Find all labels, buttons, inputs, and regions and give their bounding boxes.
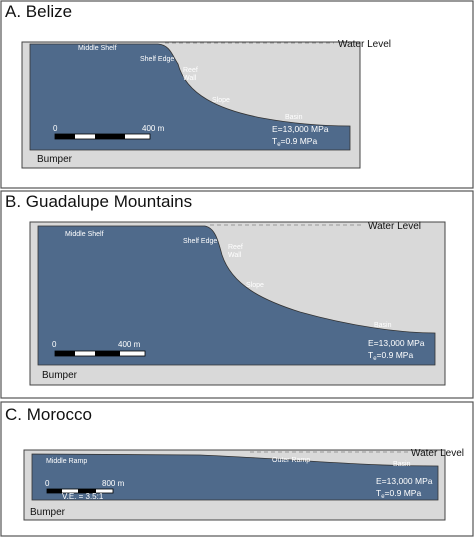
panel-b: B. Guadalupe Mountains Water Level Middl… xyxy=(0,190,474,399)
scale-end: 400 m xyxy=(118,340,141,349)
elastic-modulus: E=13,000 MPa xyxy=(376,476,433,486)
scale-bar xyxy=(54,350,146,357)
feature-label: Slope xyxy=(246,282,264,289)
panel-title: C. Morocco xyxy=(5,405,92,424)
elastic-modulus: E=13,000 MPa xyxy=(368,338,425,348)
bumper-label: Bumper xyxy=(42,370,78,381)
vertical-exaggeration: V.E. = 3.5:1 xyxy=(62,492,104,501)
platform-profile xyxy=(37,225,436,366)
panel-a: A. Belize Water Level Middle Shelf Shelf… xyxy=(0,0,474,189)
water-level-label: Water Level xyxy=(411,448,464,459)
scale-start: 0 xyxy=(45,479,50,488)
feature-label: Basin xyxy=(285,114,303,121)
elastic-modulus: E=13,000 MPa xyxy=(272,124,329,134)
scale-end: 800 m xyxy=(102,479,125,488)
platform-profile xyxy=(31,453,439,501)
feature-label: Basin xyxy=(393,461,411,468)
platform-profile xyxy=(29,43,351,151)
scale-bar xyxy=(46,488,114,494)
feature-label: Slope xyxy=(212,97,230,104)
water-level-label: Water Level xyxy=(368,221,421,232)
feature-label: Reef xyxy=(228,244,243,251)
feature-label: Shelf Edge xyxy=(140,56,174,63)
scale-bar xyxy=(54,133,151,140)
feature-label: Basin xyxy=(374,322,392,329)
panel-title: A. Belize xyxy=(5,2,72,21)
panel-c: C. Morocco Water Level Middle Ramp Outer… xyxy=(0,401,474,537)
thickness: Te=0.9 MPa xyxy=(272,136,317,148)
panel-title: B. Guadalupe Mountains xyxy=(5,192,192,211)
scale-end: 400 m xyxy=(142,124,165,133)
feature-label: Outer Ramp xyxy=(272,457,310,464)
feature-label: Middle Shelf xyxy=(65,231,104,238)
feature-label: Wall xyxy=(183,75,197,82)
feature-label: Middle Shelf xyxy=(78,45,117,52)
water-level-label: Water Level xyxy=(338,39,391,50)
thickness: Te=0.9 MPa xyxy=(376,488,421,500)
bumper-label: Bumper xyxy=(30,507,66,518)
bumper-label: Bumper xyxy=(37,154,73,165)
feature-label: Reef xyxy=(183,67,198,74)
feature-label: Middle Ramp xyxy=(46,458,87,465)
feature-label: Wall xyxy=(228,252,242,259)
thickness: Te=0.9 MPa xyxy=(368,350,413,362)
scale-start: 0 xyxy=(52,340,57,349)
feature-label: Shelf Edge xyxy=(183,238,217,245)
scale-start: 0 xyxy=(53,124,58,133)
